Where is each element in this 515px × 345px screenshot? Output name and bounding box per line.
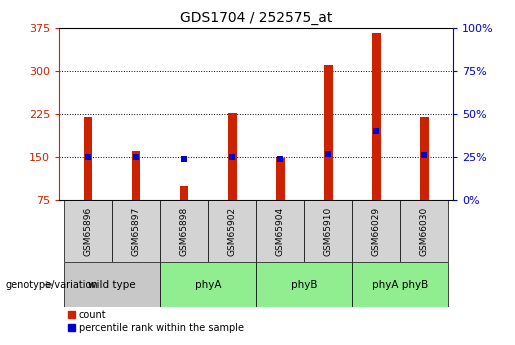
Text: GSM65902: GSM65902 [228, 207, 237, 256]
Bar [420, 117, 428, 200]
Bar [84, 117, 92, 200]
Bar [64, 200, 112, 262]
Bar [180, 186, 188, 200]
Bar [304, 200, 352, 262]
Text: wild type: wild type [88, 280, 136, 289]
Bar [256, 262, 352, 307]
Text: genotype/variation: genotype/variation [5, 280, 98, 289]
Point [372, 128, 381, 134]
Text: phyB: phyB [291, 280, 318, 289]
Point [420, 152, 428, 158]
Title: GDS1704 / 252575_at: GDS1704 / 252575_at [180, 11, 332, 25]
Point [276, 156, 284, 161]
Point [228, 154, 236, 160]
Text: phyA phyB: phyA phyB [372, 280, 428, 289]
Point [324, 151, 332, 156]
Text: GSM65910: GSM65910 [324, 207, 333, 256]
Bar [324, 65, 333, 200]
Bar [160, 200, 208, 262]
Text: GSM65897: GSM65897 [132, 207, 141, 256]
Text: GSM66029: GSM66029 [372, 207, 381, 256]
Text: phyA: phyA [195, 280, 221, 289]
Bar [400, 200, 449, 262]
Text: GSM65904: GSM65904 [276, 207, 285, 256]
Text: GSM65898: GSM65898 [180, 207, 188, 256]
Point [180, 156, 188, 161]
Bar [372, 33, 381, 200]
Bar [276, 158, 285, 200]
Text: GSM66030: GSM66030 [420, 207, 429, 256]
Bar [64, 262, 160, 307]
Text: GSM65896: GSM65896 [83, 207, 93, 256]
Point [132, 154, 140, 160]
Bar [208, 200, 256, 262]
Bar [352, 200, 400, 262]
Bar [132, 151, 141, 200]
Bar [160, 262, 256, 307]
Bar [256, 200, 304, 262]
Point [84, 154, 92, 160]
Bar [112, 200, 160, 262]
Bar [352, 262, 449, 307]
Bar [228, 113, 236, 200]
Legend: count, percentile rank within the sample: count, percentile rank within the sample [64, 306, 248, 337]
